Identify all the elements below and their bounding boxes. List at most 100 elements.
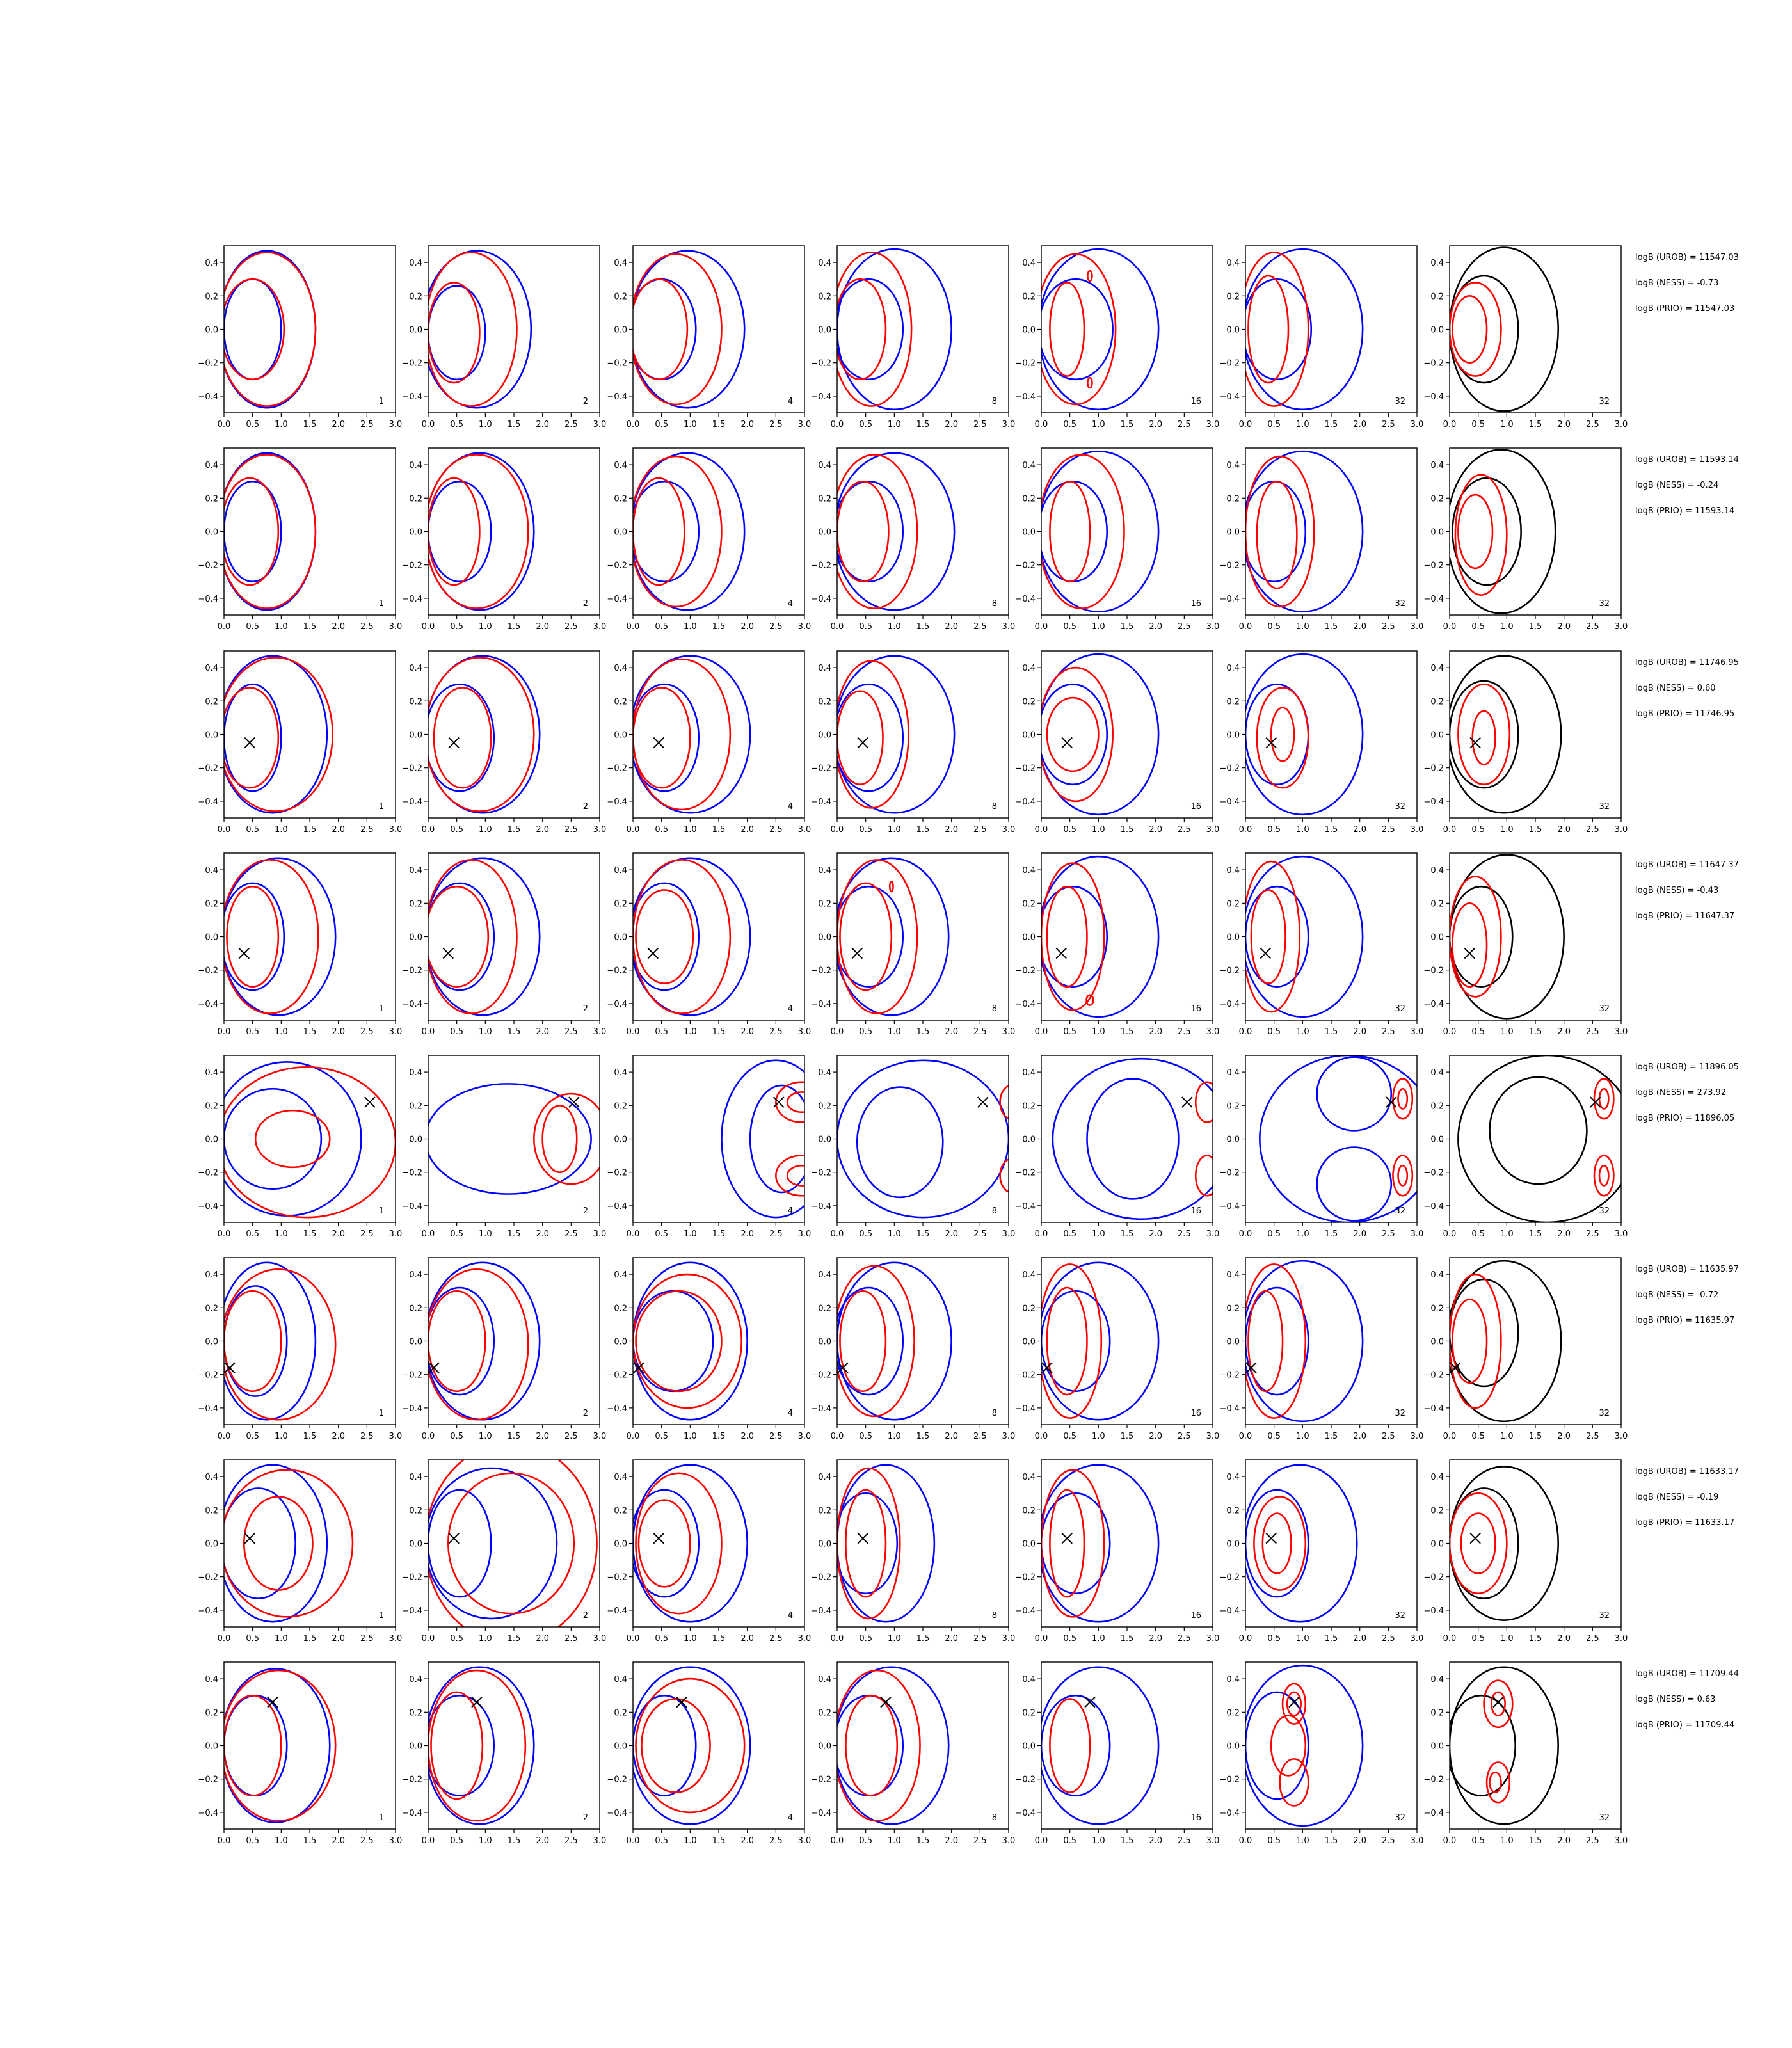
- panel-contours: [633, 655, 751, 814]
- blue-contour-2: [749, 1084, 804, 1194]
- red-contour-2: [633, 278, 689, 381]
- cross-marker: [1061, 737, 1073, 749]
- y-tick-label: −0.4: [607, 1606, 627, 1616]
- red-contour-1: [1593, 1078, 1615, 1120]
- red-contour-2: [1270, 707, 1295, 762]
- red-contour-2: [633, 477, 685, 586]
- red-contour-1: [428, 454, 529, 609]
- y-tick-label: −0.4: [607, 1000, 627, 1009]
- panel-corner-label: 8: [992, 1611, 997, 1620]
- x-tick-label: 1.5: [508, 1836, 521, 1846]
- blue-contour-2: [1316, 1056, 1393, 1132]
- panel-r3-c4: 0.0 0.5 1.0 1.5 2.0 2.5 3.0 0.4 0.2 0.0 −0.2 −0.4 8: [811, 650, 1016, 835]
- blue-contour-2: [428, 1286, 495, 1396]
- red-contour-4: [1270, 1715, 1307, 1777]
- x-tick-label: 3.0: [1002, 420, 1016, 429]
- y-tick-label: −0.2: [811, 1169, 831, 1178]
- x-tick-label: 2.0: [740, 1432, 754, 1441]
- x-tick-label: 2.0: [332, 1027, 345, 1037]
- y-tick-label: 0.4: [1226, 866, 1240, 876]
- black-contour-1: [1450, 246, 1560, 412]
- panel-r8-c7: 0.0 0.5 1.0 1.5 2.0 2.5 3.0 0.4 0.2 0.0 −0.2 −0.4 32: [1423, 1661, 1628, 1846]
- red-contour-1: [999, 1085, 1009, 1119]
- x-tick-label: 2.0: [1353, 1836, 1366, 1846]
- red-contour-1: [1457, 683, 1511, 786]
- cross-marker: [653, 1532, 664, 1544]
- blue-contour-2: [224, 683, 282, 792]
- red-contour-1: [428, 657, 535, 812]
- y-tick-label: −0.2: [607, 966, 627, 976]
- panel-contours: [1041, 1464, 1160, 1623]
- x-tick-label: 1.5: [508, 1027, 521, 1037]
- x-tick-label: 0.0: [1035, 420, 1048, 429]
- y-tick-label: 0.0: [818, 326, 831, 335]
- red-contour-2: [430, 1691, 484, 1800]
- y-tick-label: −0.4: [1015, 595, 1036, 604]
- panel-corner-label: 1: [379, 1813, 384, 1823]
- panel-r1-c1: 0.0 0.5 1.0 1.5 2.0 2.5 3.0 0.4 0.2 0.0 −0.2 −0.4 1: [198, 245, 402, 429]
- x-tick-label: 2.0: [1149, 622, 1162, 632]
- panel-corner-label: 4: [788, 1813, 793, 1823]
- y-tick-label: 0.0: [614, 1338, 627, 1347]
- blue-contour-1: [633, 1261, 748, 1421]
- y-tick-label: −0.4: [1015, 1202, 1036, 1212]
- blue-contour-2: [428, 1489, 492, 1598]
- panel-frame: [632, 447, 805, 616]
- y-tick-label: −0.2: [1219, 1775, 1240, 1785]
- x-tick-label: 2.5: [360, 825, 374, 835]
- x-tick-label: 0.5: [1063, 825, 1076, 835]
- y-tick-label: 0.4: [1022, 1675, 1036, 1684]
- x-tick-label: 0.0: [1443, 420, 1457, 429]
- y-tick-label: −0.4: [1423, 1000, 1444, 1009]
- y-tick-label: 0.4: [818, 1473, 831, 1482]
- x-tick-label: 0.5: [1267, 622, 1281, 632]
- y-tick-label: 0.2: [818, 494, 831, 504]
- y-tick-label: 0.0: [818, 1338, 831, 1347]
- panel-contours: [1245, 1260, 1364, 1423]
- y-tick-label: 0.2: [409, 292, 422, 301]
- red-contour-2: [428, 1290, 486, 1393]
- x-tick-label: 0.0: [1035, 1027, 1048, 1037]
- panel-contours: [837, 1666, 950, 1825]
- panel-r5-c2: 0.0 0.5 1.0 1.5 2.0 2.5 3.0 0.4 0.2 0.0 −0.2 −0.4 2: [402, 1055, 606, 1239]
- red-contour-2: [1598, 1087, 1610, 1110]
- red-contour-3: [1087, 269, 1093, 282]
- red-contour-1: [837, 1467, 901, 1620]
- y-tick-label: −0.2: [198, 1169, 218, 1178]
- panel-contours: [633, 1666, 751, 1825]
- panel-r5-c6: 0.0 0.5 1.0 1.5 2.0 2.5 3.0 0.4 0.2 0.0 −0.2 −0.4 32: [1219, 1055, 1423, 1239]
- black-contour-1: [1450, 1466, 1560, 1621]
- red-contour-2: [1397, 1087, 1409, 1110]
- x-tick-label: 2.0: [1557, 1027, 1571, 1037]
- panel-corner-label: 16: [1190, 802, 1201, 812]
- x-tick-label: 0.5: [1267, 1836, 1281, 1846]
- y-tick-label: 0.2: [1022, 494, 1036, 504]
- x-tick-label: 2.5: [564, 1229, 578, 1239]
- black-contour-2: [1450, 885, 1514, 988]
- y-tick-label: 0.2: [614, 494, 627, 504]
- x-tick-label: 2.0: [536, 1432, 549, 1441]
- panel-frame: [428, 447, 600, 616]
- y-tick-label: −0.4: [607, 392, 627, 402]
- x-tick-label: 1.5: [303, 1229, 317, 1239]
- y-tick-label: −0.2: [402, 1169, 422, 1178]
- blue-contour-2: [428, 882, 495, 991]
- blue-contour-2: [428, 480, 492, 583]
- red-contour-1: [428, 252, 518, 407]
- cross-marker: [1055, 947, 1067, 959]
- x-tick-label: 3.0: [1002, 825, 1016, 835]
- x-tick-label: 1.5: [508, 1634, 521, 1644]
- x-tick-label: 1.5: [1529, 1836, 1542, 1846]
- panel-corner-label: 32: [1395, 802, 1405, 812]
- logb-annotation: logB (UROB) = 11896.05: [1635, 1062, 1739, 1072]
- x-tick-label: 0.5: [655, 1634, 668, 1644]
- y-tick-label: 0.0: [205, 933, 218, 943]
- x-tick-label: 1.5: [1121, 1836, 1134, 1846]
- x-tick-label: 3.0: [798, 1836, 812, 1846]
- cross-marker: [880, 1696, 892, 1708]
- red-contour-2: [637, 1499, 691, 1588]
- cross-marker: [857, 1532, 868, 1544]
- y-tick-label: 0.4: [818, 1270, 831, 1280]
- y-tick-label: −0.4: [1423, 1606, 1444, 1616]
- x-tick-label: 2.5: [1586, 1027, 1599, 1037]
